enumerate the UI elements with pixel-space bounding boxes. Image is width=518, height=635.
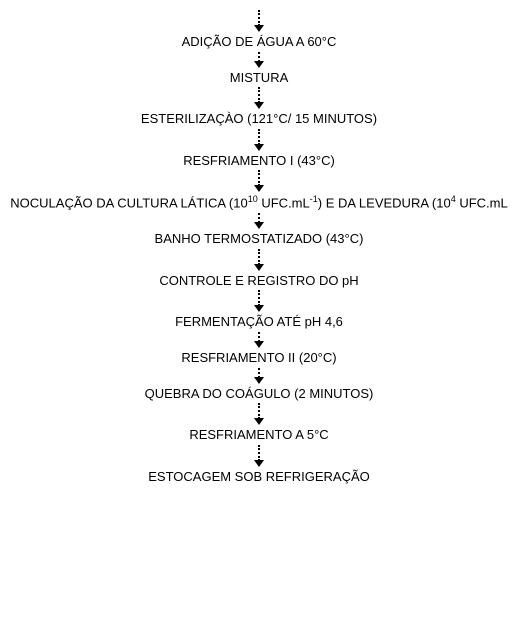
flow-arrow — [254, 10, 264, 32]
flow-arrow — [254, 52, 264, 68]
flow-step: CONTROLE E REGISTRO DO pH — [159, 273, 358, 289]
flow-arrow — [254, 87, 264, 109]
flow-step: ADIÇÃO DE ÁGUA A 60°C — [182, 34, 337, 50]
flow-arrow — [254, 170, 264, 192]
flow-step: BANHO TERMOSTATIZADO (43°C) — [155, 231, 364, 247]
flow-step: FERMENTAÇÃO ATÉ pH 4,6 — [175, 314, 343, 330]
flow-step: MISTURA — [230, 70, 289, 86]
flow-arrow — [254, 129, 264, 151]
flow-step: RESFRIAMENTO A 5°C — [189, 427, 328, 443]
flow-arrow — [254, 332, 264, 348]
flow-arrow — [254, 403, 264, 425]
flow-step: ESTOCAGEM SOB REFRIGERAÇÃO — [148, 469, 370, 485]
flow-arrow — [254, 445, 264, 467]
flow-step: ESTERILIZAÇÀO (121°C/ 15 MINUTOS) — [141, 111, 377, 127]
flow-arrow — [254, 368, 264, 384]
flow-step: RESFRIAMENTO I (43°C) — [183, 153, 335, 169]
flow-step: QUEBRA DO COÁGULO (2 MINUTOS) — [145, 386, 374, 402]
flow-arrow — [254, 249, 264, 271]
flow-arrow — [254, 213, 264, 229]
flow-step: RESFRIAMENTO II (20°C) — [181, 350, 336, 366]
flow-arrow — [254, 290, 264, 312]
flow-step: NOCULAÇÃO DA CULTURA LÁTICA (1010 UFC.mL… — [10, 194, 507, 211]
